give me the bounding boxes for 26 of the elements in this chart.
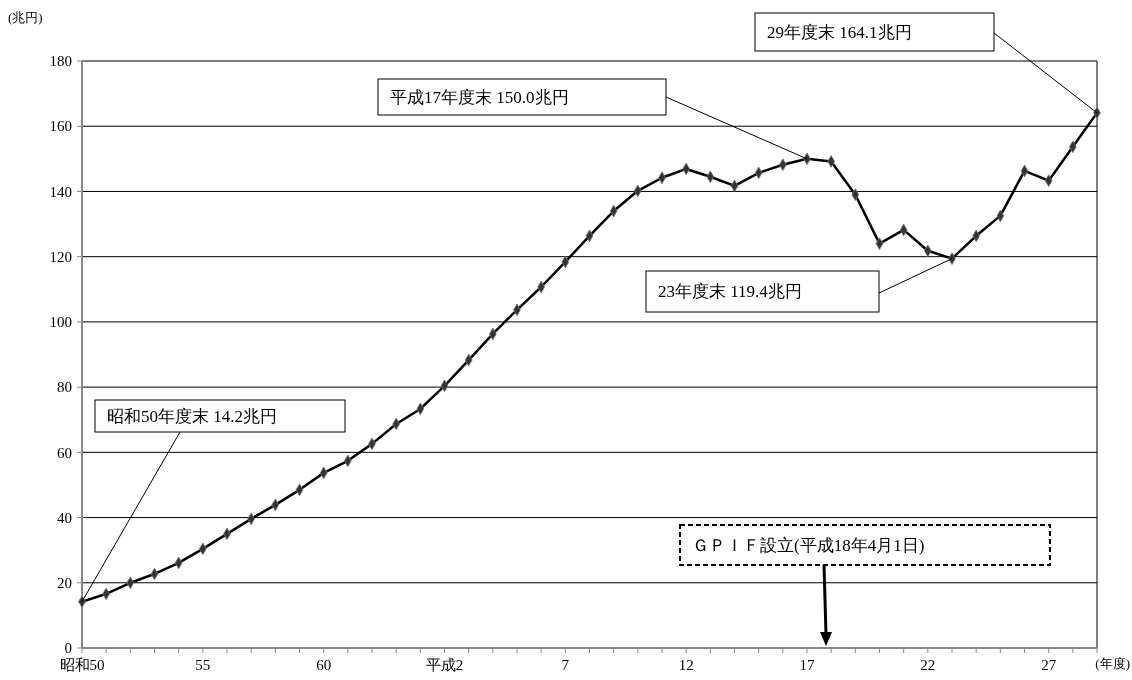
y-tick-label: 120 bbox=[49, 248, 72, 265]
x-tick-label: 平成2 bbox=[425, 657, 464, 673]
annotation: 平成17年度末 150.0兆円 bbox=[390, 87, 569, 107]
y-tick-label: 160 bbox=[49, 118, 72, 135]
x-tick-label: 27 bbox=[1041, 657, 1057, 673]
y-tick-label: 0 bbox=[64, 640, 72, 657]
annotation: 23年度末 119.4兆円 bbox=[658, 282, 802, 302]
x-tick-label: 55 bbox=[195, 657, 211, 673]
y-tick-label: 80 bbox=[57, 379, 72, 396]
annotation: 昭和50年度末 14.2兆円 bbox=[107, 406, 277, 426]
x-tick-label: 60 bbox=[316, 657, 332, 673]
y-tick-label: 20 bbox=[57, 575, 72, 592]
x-tick-label: 昭和50 bbox=[59, 657, 105, 673]
x-tick-label: 17 bbox=[799, 657, 815, 673]
x-tick-label: 7 bbox=[561, 657, 570, 673]
x-axis-title: (年度) bbox=[1095, 656, 1130, 671]
y-tick-label: 40 bbox=[57, 509, 72, 526]
x-tick-label: 12 bbox=[678, 657, 694, 673]
annotation: ＧＰＩＦ設立(平成18年4月1日) bbox=[692, 535, 925, 555]
text: 29年度末 164.1兆円 bbox=[767, 22, 912, 42]
y-tick-label: 100 bbox=[49, 314, 72, 331]
y-tick-label: 60 bbox=[57, 444, 72, 461]
y-tick-label: 180 bbox=[49, 53, 72, 70]
y-axis-title: (兆円) bbox=[8, 10, 43, 25]
y-tick-label: 140 bbox=[49, 183, 72, 200]
x-tick-label: 22 bbox=[920, 657, 936, 673]
